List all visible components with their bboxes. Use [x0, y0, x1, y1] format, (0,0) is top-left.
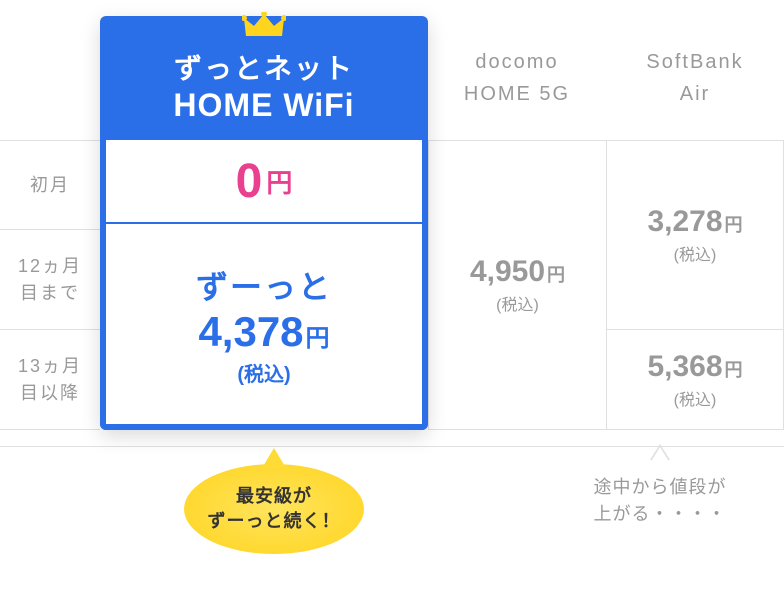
competitor-softbank-name1: SoftBank	[646, 46, 743, 78]
competitor-softbank-early-tax: (税込)	[674, 241, 717, 265]
competitor-docomo-name1: docomo	[475, 46, 558, 78]
competitor-softbank-name2: Air	[680, 78, 710, 110]
featured-ongoing-amount-row: 4,378円	[198, 308, 329, 356]
competitor-docomo-amount-row: 4,950円	[470, 255, 565, 289]
featured-title-line1: ずっとネット	[174, 47, 354, 87]
featured-first-month-unit: 円	[266, 163, 292, 200]
featured-first-month-amount: 0	[236, 154, 263, 209]
competitor-softbank-later-amount-row: 5,368円	[647, 350, 742, 384]
competitor-softbank-later-tax: (税込)	[674, 386, 717, 410]
competitor-callout: 途中から値段が 上がる・・・・	[560, 474, 760, 528]
competitor-docomo-header: docomo HOME 5G	[428, 16, 606, 140]
featured-ongoing-unit: 円	[306, 325, 330, 352]
featured-ongoing-label: ずーっと	[196, 262, 332, 308]
table-bottom-border	[0, 446, 784, 447]
featured-first-month-price: 0 円	[106, 140, 422, 224]
competitor-callout-line1: 途中から値段が	[594, 474, 727, 501]
competitor-docomo-unit: 円	[547, 265, 565, 285]
competitor-callout-line2: 上がる・・・・	[594, 501, 727, 528]
competitor-softbank-early-unit: 円	[725, 215, 743, 235]
featured-callout-line2: ずーっと続く！	[208, 509, 341, 534]
featured-ongoing-price: ずーっと 4,378円 (税込)	[106, 224, 422, 424]
competitor-softbank-early-amount-row: 3,278円	[647, 205, 742, 239]
competitor-softbank-later-unit: 円	[725, 360, 743, 380]
featured-ongoing-tax: (税込)	[237, 358, 290, 387]
competitor-docomo-name2: HOME 5G	[464, 78, 570, 110]
competitor-softbank-later-amount: 5,368	[647, 350, 722, 383]
row-label-12months: 12ヵ月 目まで	[0, 230, 100, 330]
row-label-first-month: 初月	[0, 140, 100, 230]
featured-callout-badge: 最安級が ずーっと続く！	[184, 464, 364, 554]
row-label-13months: 13ヵ月 目以降	[0, 330, 100, 430]
competitor-docomo-amount: 4,950	[470, 255, 545, 288]
price-comparison-table: 初月 12ヵ月 目まで 13ヵ月 目以降 ずっとネット HOME WiFi 0 …	[0, 16, 784, 430]
competitor-softbank-early-amount: 3,278	[647, 205, 722, 238]
competitor-docomo-price: 4,950円 (税込)	[428, 140, 606, 430]
featured-plan-column: ずっとネット HOME WiFi 0 円 ずーっと 4,378円 (税込)	[100, 16, 428, 430]
competitor-softbank-header: SoftBank Air	[606, 16, 784, 140]
featured-callout-line1: 最安級が	[236, 484, 312, 509]
row-labels-column: 初月 12ヵ月 目まで 13ヵ月 目以降	[0, 16, 100, 430]
competitor-softbank-column: SoftBank Air 3,278円 (税込) 5,368円 (税込)	[606, 16, 784, 430]
crown-icon	[242, 12, 286, 45]
featured-title-line2: HOME WiFi	[173, 87, 354, 124]
featured-plan-body: 0 円 ずーっと 4,378円 (税込)	[100, 140, 428, 430]
featured-callout-bubble: 最安級が ずーっと続く！	[184, 464, 364, 554]
featured-ongoing-amount: 4,378	[198, 308, 303, 355]
competitor-docomo-column: docomo HOME 5G 4,950円 (税込)	[428, 16, 606, 430]
competitor-softbank-price-later: 5,368円 (税込)	[606, 330, 784, 430]
competitor-softbank-price-early: 3,278円 (税込)	[606, 140, 784, 330]
competitor-docomo-tax: (税込)	[496, 291, 539, 315]
